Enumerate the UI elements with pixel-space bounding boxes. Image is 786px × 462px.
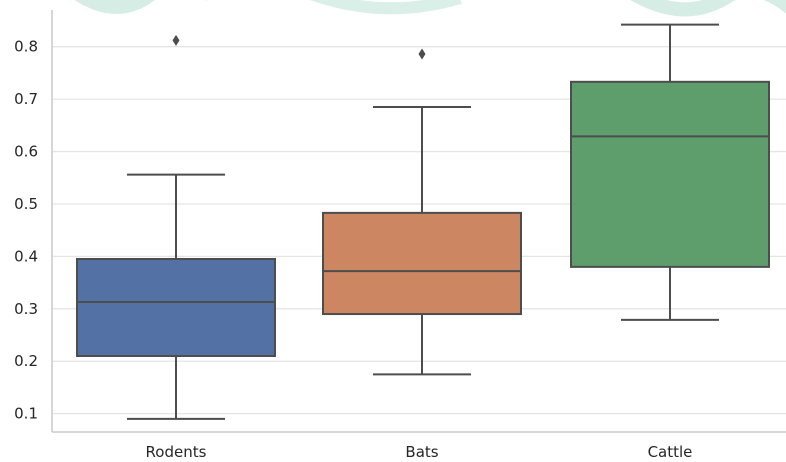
box-series [76,23,770,420]
watermark-stroke [630,0,786,17]
y-tick-label: 0.3 [14,300,38,318]
tick-labels: 0.1 0.2 0.3 0.4 0.5 0.6 0.7 0.8 Rodents Bats Cattl… [14,38,692,461]
y-tick-label: 0.7 [14,90,38,108]
box-bats [322,48,522,376]
y-tick-label: 0.1 [14,405,38,423]
x-tick-label: Bats [405,443,438,461]
watermark-stroke [74,0,207,14]
box-cattle [570,23,770,321]
watermark-stroke [309,0,462,15]
box-iqr [322,211,522,316]
y-tick-label: 0.6 [14,143,38,161]
x-tick-label: Rodents [146,443,207,461]
box-iqr [570,80,770,268]
y-tick-label: 0.4 [14,247,38,265]
y-tick-label: 0.2 [14,352,38,370]
x-tick-label: Cattle [648,443,693,461]
y-tick-label: 0.5 [14,195,38,213]
outlier-point [172,34,180,46]
y-tick-label: 0.8 [14,38,38,56]
box-iqr [76,258,276,357]
watermark-decoration [74,0,786,17]
box-rodents [76,34,276,420]
axes [51,10,786,433]
outlier-point [418,48,426,60]
